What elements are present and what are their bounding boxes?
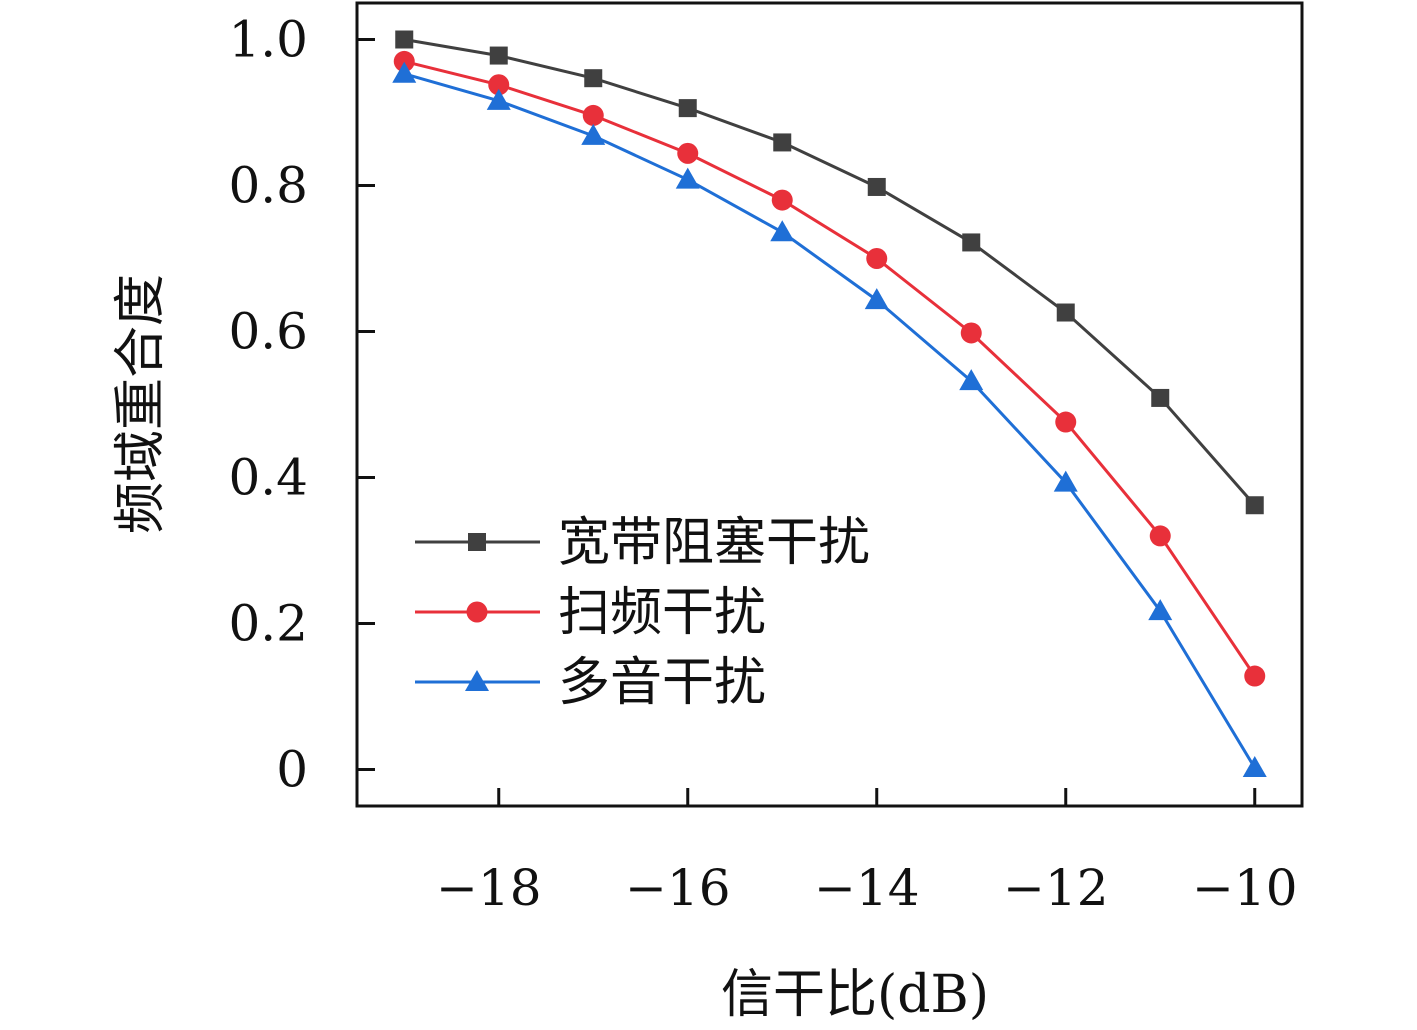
legend-entry: 多音干扰 — [415, 653, 766, 713]
x-tick-label: −16 — [625, 859, 731, 917]
data-point — [393, 50, 415, 72]
y-tick-label: 0.4 — [228, 449, 308, 507]
data-point — [488, 74, 510, 96]
plot-frame — [355, 1, 1304, 808]
y-axis-ticks: 0 0.2 0.4 0.6 0.8 1.0 — [228, 11, 375, 799]
x-tick-label: −12 — [1003, 859, 1109, 917]
data-point — [584, 69, 603, 88]
data-point — [1149, 525, 1171, 547]
data-point — [1244, 665, 1266, 687]
series-layer — [392, 30, 1267, 778]
y-tick-label: 0 — [276, 741, 308, 799]
data-point — [866, 248, 888, 269]
legend-marker — [465, 670, 489, 691]
data-point — [1056, 303, 1075, 322]
data-point — [675, 167, 700, 189]
data-point — [486, 88, 511, 110]
data-point — [1055, 411, 1077, 433]
data-point — [489, 46, 508, 65]
data-point — [678, 99, 697, 118]
y-tick-label: 0.6 — [228, 303, 308, 361]
data-point — [581, 123, 606, 145]
legend-marker — [466, 601, 488, 623]
data-point — [395, 30, 414, 49]
data-point — [1148, 599, 1173, 621]
x-tick-label: −14 — [814, 859, 920, 917]
series-1 — [395, 30, 1264, 515]
series-line — [403, 59, 1257, 677]
legend-entry: 宽带阻塞干扰 — [415, 513, 870, 573]
x-axis-ticks: −18 −16 −14 −12 −10 — [436, 788, 1298, 917]
y-tick-label: 0.8 — [228, 157, 308, 215]
data-point — [771, 189, 793, 211]
legend-label: 宽带阻塞干扰 — [558, 513, 870, 573]
y-tick-label: 1.0 — [228, 11, 308, 69]
legend-entry: 扫频干扰 — [415, 583, 766, 643]
legend-label: 扫频干扰 — [558, 583, 766, 643]
series-line — [403, 72, 1257, 769]
x-tick-label: −18 — [436, 859, 542, 917]
y-tick-label: 0.2 — [228, 595, 308, 653]
data-point — [864, 288, 889, 310]
legend-label: 多音干扰 — [558, 653, 766, 713]
legend-marker — [468, 533, 486, 551]
y-axis-title: 频域重合度 — [111, 274, 171, 534]
data-point — [867, 177, 886, 196]
data-point — [582, 104, 604, 126]
data-point — [959, 369, 984, 391]
data-point — [1245, 496, 1264, 515]
data-point — [677, 142, 699, 164]
series-3 — [392, 61, 1267, 778]
data-point — [773, 133, 792, 152]
data-point — [962, 233, 981, 252]
data-point — [1053, 470, 1078, 492]
x-tick-label: −10 — [1192, 859, 1298, 917]
series-line — [404, 38, 1256, 507]
data-point — [392, 61, 417, 83]
data-point — [960, 322, 982, 344]
data-point — [770, 220, 795, 242]
data-point — [1151, 388, 1170, 407]
x-axis-title: 信干比(dB) — [721, 965, 989, 1025]
data-point — [1242, 756, 1267, 778]
series-2 — [393, 50, 1266, 687]
